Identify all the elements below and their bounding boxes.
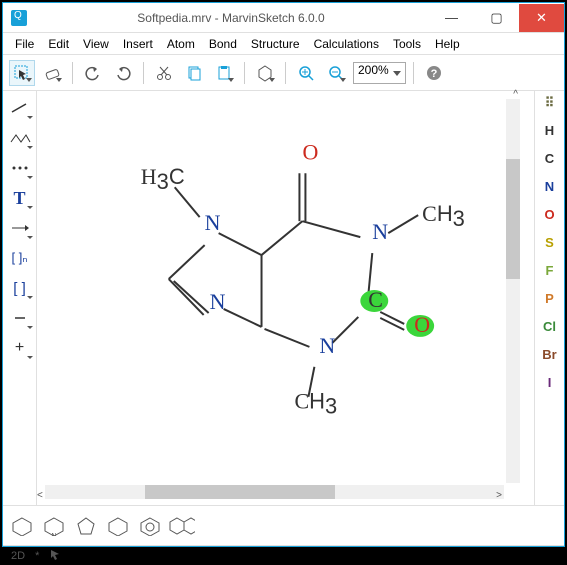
app-window: Softpedia.mrv - MarvinSketch 6.0.0 — ▢ ✕… [2,2,565,547]
status-mode: 2D [11,550,25,562]
text-tool-button[interactable]: T [6,185,34,211]
selection-tool-button[interactable] [9,60,35,86]
vertical-scrollbar[interactable] [506,99,520,483]
svg-text:N: N [319,333,335,358]
atom-o-button[interactable]: O [544,207,554,227]
toolbar-separator [413,62,414,84]
atom-h-button[interactable]: H [545,123,554,143]
status-mark: * [35,550,39,562]
scroll-left-icon[interactable]: < [37,490,43,501]
zoom-value: 200% [358,63,389,77]
main-toolbar: 200% ? [3,55,564,91]
atom-s-button[interactable]: S [545,235,554,255]
cyclopentane-button[interactable] [73,515,99,537]
menu-view[interactable]: View [77,35,115,53]
benzene-button[interactable] [137,515,163,537]
atom-palette: ⠿ HCNOSFP Cl Br I [534,91,564,505]
close-button[interactable]: ✕ [519,4,564,32]
scrollbar-thumb[interactable] [145,485,335,499]
menu-file[interactable]: File [9,35,40,53]
menu-structure[interactable]: Structure [245,35,306,53]
menu-bond[interactable]: Bond [203,35,243,53]
menu-atom[interactable]: Atom [161,35,201,53]
plus-tool-button[interactable]: + [6,335,34,361]
window-buttons: — ▢ ✕ [429,4,564,32]
window-title: Softpedia.mrv - MarvinSketch 6.0.0 [33,11,429,25]
atom-i-button[interactable]: I [548,375,552,395]
menu-help[interactable]: Help [429,35,466,53]
app-icon [11,10,27,26]
menu-insert[interactable]: Insert [117,35,159,53]
svg-text:N: N [372,219,388,244]
zoom-select[interactable]: 200% [353,62,406,84]
help-button[interactable]: ? [421,60,447,86]
svg-text:N: N [210,289,226,314]
arrow-tool-button[interactable] [6,215,34,241]
svg-text:N: N [51,533,56,536]
status-bar: 2D * [3,545,564,565]
minus-tool-button[interactable] [6,305,34,331]
redo-button[interactable] [110,60,136,86]
atom-f-button[interactable]: F [546,263,554,283]
undo-button[interactable] [80,60,106,86]
svg-text:?: ? [430,68,437,80]
cut-button[interactable] [151,60,177,86]
benzene-n-button[interactable]: N [41,515,67,537]
work-area: T [ ]ₙ [ ] + H3CNONCH3NNCOCH3 ^ < > ⠿HCN… [3,91,564,505]
svg-text:O: O [414,312,430,337]
zoom-out-button[interactable] [323,60,349,86]
left-toolbar: T [ ]ₙ [ ] + [3,91,37,505]
toolbar-separator [72,62,73,84]
svg-text:CH3: CH3 [422,201,465,231]
naphthalene-button[interactable] [169,515,195,537]
svg-text:O: O [302,139,318,164]
title-bar[interactable]: Softpedia.mrv - MarvinSketch 6.0.0 — ▢ ✕ [3,3,564,33]
atom-br-button[interactable]: Br [542,347,556,367]
menu-bar: File Edit View Insert Atom Bond Structur… [3,33,564,55]
atom-cl-button[interactable]: Cl [543,319,556,339]
atom-⠿-button[interactable]: ⠿ [545,95,555,115]
erase-tool-button[interactable] [39,60,65,86]
svg-text:C: C [368,287,383,312]
dots-tool-button[interactable] [6,155,34,181]
atom-c-button[interactable]: C [545,151,554,171]
scrollbar-thumb[interactable] [506,159,520,279]
zoom-in-button[interactable] [293,60,319,86]
ring-toolbar: N [3,505,564,545]
chain-tool-button[interactable] [6,125,34,151]
svg-text:H3C: H3C [141,164,185,194]
scroll-up-icon[interactable]: ^ [513,89,518,100]
minimize-button[interactable]: — [429,4,474,32]
status-cursor-icon [49,548,61,563]
bracket-tool-button[interactable]: [ ] [6,275,34,301]
menu-calculations[interactable]: Calculations [308,35,385,53]
copy-button[interactable] [181,60,207,86]
svg-text:CH3: CH3 [294,389,337,419]
bond-tool-button[interactable] [6,95,34,121]
atom-p-button[interactable]: P [545,291,554,311]
atom-n-button[interactable]: N [545,179,554,199]
toolbar-separator [244,62,245,84]
maximize-button[interactable]: ▢ [474,4,519,32]
toolbar-separator [143,62,144,84]
clean-button[interactable] [252,60,278,86]
cyclohexane-button[interactable] [9,515,35,537]
menu-tools[interactable]: Tools [387,35,427,53]
paste-button[interactable] [211,60,237,86]
bracket-n-tool-button[interactable]: [ ]ₙ [6,245,34,271]
cyclohexane2-button[interactable] [105,515,131,537]
svg-text:N: N [205,210,221,235]
horizontal-scrollbar[interactable] [45,485,504,499]
canvas-wrapper: H3C N O N CH3 N N C O CH3 ^ < > [37,91,534,505]
molecule-canvas[interactable]: H3C N O N CH3 N N C O CH3 [45,99,504,483]
menu-edit[interactable]: Edit [42,35,75,53]
toolbar-separator [285,62,286,84]
scroll-right-icon[interactable]: > [496,490,502,501]
